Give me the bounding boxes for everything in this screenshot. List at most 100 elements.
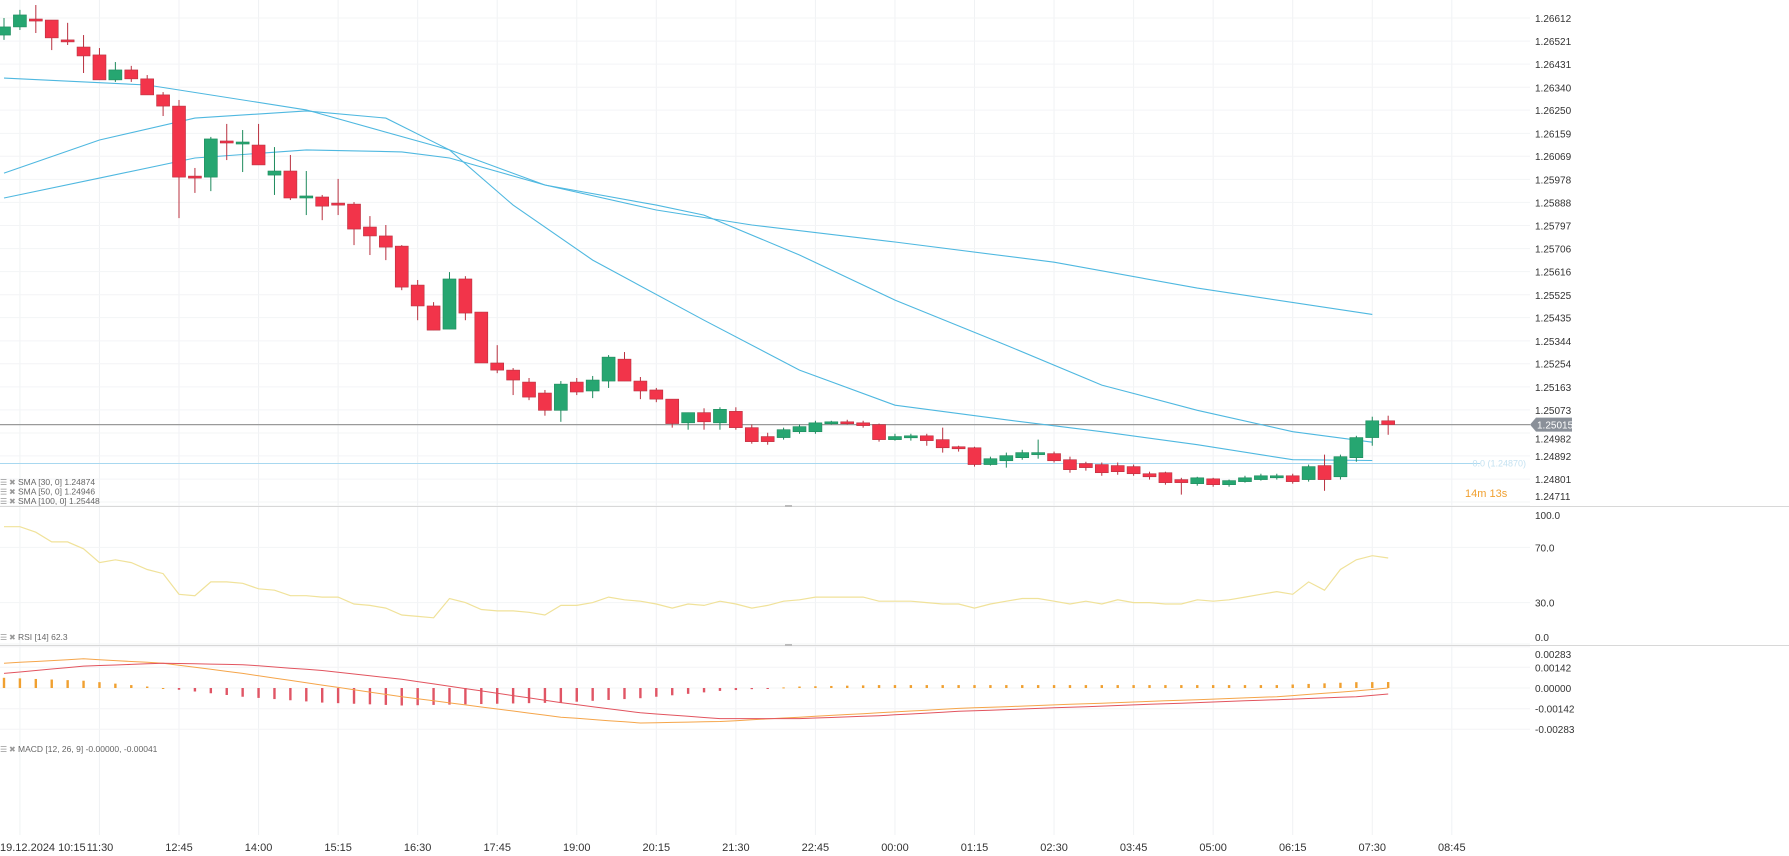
candle-bearish [665,398,680,428]
macd-histogram-bar [623,688,626,700]
candle-bullish [1365,416,1380,446]
candle-bearish [76,35,91,73]
legend-sma-0[interactable]: ☰ ✖ SMA [30, 0] 1.24874 [0,477,95,487]
macd-histogram-bar [321,688,324,703]
price-axis-label: 1.26069 [1535,152,1572,163]
panel-resize-handle[interactable] [785,505,792,507]
candle-bullish [792,424,807,434]
candle-body [1317,465,1332,480]
candle-body [1094,464,1109,474]
macd-axis-label: 0.00000 [1535,684,1572,695]
candle-bearish [1174,477,1189,495]
candle-body [204,138,218,178]
candle-bearish [617,352,632,382]
macd-histogram-bar [1100,685,1103,688]
macd-histogram-bar [432,688,435,705]
sma-line-1 [3,149,1373,443]
candle-bullish [267,147,282,195]
legend-sma-2[interactable]: ☰ ✖ SMA [100, 0] 1.25448 [0,496,100,506]
current-price-value: 1.25015 [1537,421,1574,432]
macd-axis-label: 0.00142 [1535,663,1572,674]
candle-body [76,46,91,57]
candle-bearish [92,48,107,81]
price-axis-label: 1.26340 [1535,83,1572,94]
macd-histogram-bar [957,685,960,688]
candle-bearish [251,123,266,166]
candle-body [172,105,186,178]
macd-histogram-bar [861,685,865,688]
candle-body [888,436,902,440]
candle-bullish [1031,439,1045,459]
indicator-label: SMA [100, 0] 1.25448 [18,496,100,506]
candle-bearish [919,433,934,446]
candle-bearish [1158,471,1173,485]
candle-body [824,421,839,425]
candle-body [458,278,473,314]
candle-body [140,78,154,96]
macd-histogram-bar [814,686,817,688]
candle-bullish [554,381,568,422]
panel-resize-handle[interactable] [785,644,792,646]
candle-body [331,202,345,206]
price-axis-label: 1.24801 [1535,475,1572,486]
candle-body [1222,480,1236,485]
candle-bearish [729,407,743,430]
candle-bearish [760,432,775,445]
time-axis-label: 01:15 [961,842,989,854]
indicator-name: SMA [30, 0] [18,477,62,487]
macd-histogram-bar [1052,685,1056,688]
macd-histogram-bar [989,685,992,688]
close-icon: ✖ [9,488,16,497]
indicator-label: SMA [50, 0] 1.24946 [18,487,95,497]
indicator-label: MACD [12, 26, 9] -0.00000, -0.00041 [18,744,158,754]
candle-body [1031,452,1045,455]
candle-body [0,26,11,36]
macd-histogram-bar [559,688,563,703]
candle-body [713,409,727,424]
macd-histogram-bar [496,688,499,704]
candle-body [1365,420,1380,438]
macd-histogram-bar [655,688,658,697]
macd-histogram-bar [1036,685,1040,688]
macd-histogram-bar [941,685,944,688]
macd-histogram-bar [114,683,117,688]
macd-histogram-bar [1243,685,1247,688]
horizontal-line-label: 0.0 (1.24870) [1472,459,1526,469]
candle-body [1349,437,1364,458]
price-axis-label: 1.26159 [1535,129,1572,140]
price-axis-label: 1.25344 [1535,337,1572,348]
macd-histogram-bar [336,688,340,704]
candle-bearish [315,194,330,221]
candle-body [60,39,75,43]
legend-sma-1[interactable]: ☰ ✖ SMA [50, 0] 1.24946 [0,487,95,497]
time-axis-label: 15:15 [324,842,352,854]
macd-histogram-bar [1291,684,1294,688]
macd-histogram-bar [1148,685,1151,688]
candle-bearish [1126,464,1141,476]
candle-body [1126,466,1141,475]
price-axis-label: 1.25254 [1535,360,1572,371]
macd-histogram-bar [686,688,690,694]
candle-bullish [824,420,839,425]
candle-bullish [904,433,918,441]
candle-bearish [283,154,298,201]
legend-macd[interactable]: ☰ ✖ MACD [12, 26, 9] -0.00000, -0.00041 [0,744,158,754]
price-axis-label: 1.24892 [1535,452,1572,463]
candle-bearish [1110,462,1125,475]
macd-histogram-bar [925,685,928,688]
candle-body [585,379,600,392]
indicator-name: RSI [14] [18,632,49,642]
price-axis-label: 1.24711 [1535,492,1571,503]
macd-histogram-bar [82,680,85,688]
candle-body [792,426,807,433]
candle-body [617,358,632,382]
legend-rsi[interactable]: ☰ ✖ RSI [14] 62.3 [0,632,68,642]
candle-bearish [347,202,361,246]
time-axis-label: 14:00 [245,842,273,854]
macd-histogram-bar [225,688,228,695]
candle-bearish [951,445,966,452]
candle-bullish [108,62,123,82]
candle-bullish [983,456,998,466]
macd-histogram-bar [130,685,133,688]
